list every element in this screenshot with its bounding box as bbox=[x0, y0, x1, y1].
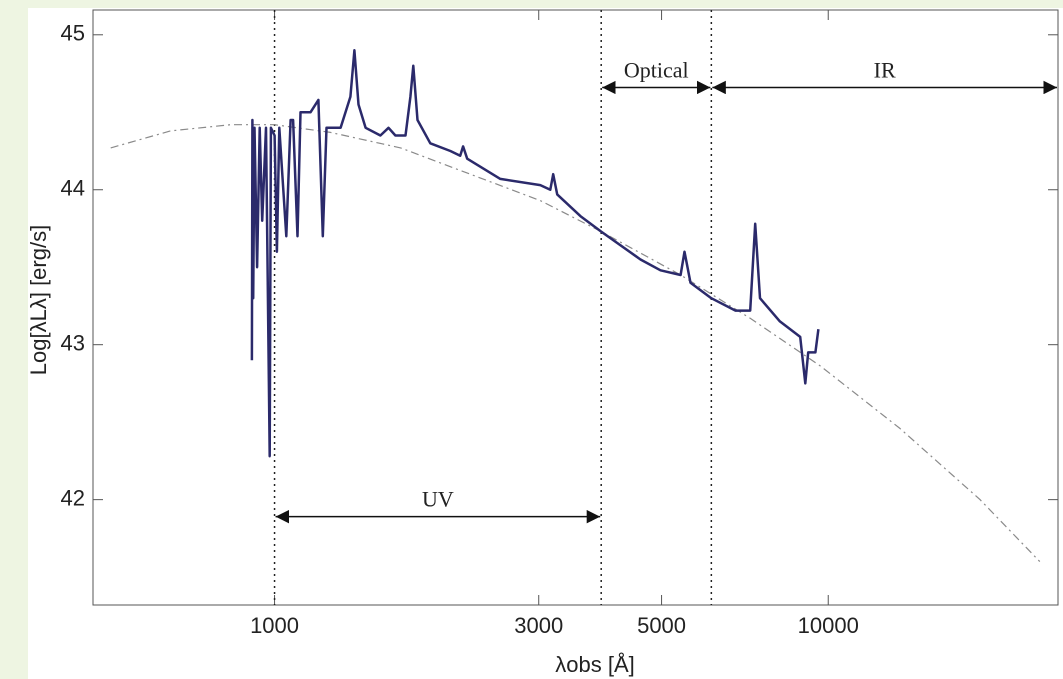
x-axis-label: λobs [Å] bbox=[555, 652, 634, 677]
range-label: IR bbox=[874, 58, 896, 83]
x-tick-label: 1000 bbox=[250, 613, 299, 638]
y-tick-label: 45 bbox=[61, 21, 85, 46]
x-tick-label: 10000 bbox=[798, 613, 859, 638]
y-axis-label: Log[λLλ] [erg/s] bbox=[26, 225, 51, 375]
background bbox=[28, 8, 1063, 679]
y-tick-label: 43 bbox=[61, 331, 85, 356]
x-tick-label: 5000 bbox=[637, 613, 686, 638]
plot-frame bbox=[92, 9, 1059, 606]
fit-curve bbox=[110, 124, 1041, 563]
spectrum bbox=[250, 49, 820, 458]
range-label: Optical bbox=[624, 58, 689, 83]
y-tick-label: 44 bbox=[61, 176, 85, 201]
range-label: UV bbox=[422, 487, 454, 512]
y-tick-label: 42 bbox=[61, 485, 85, 510]
x-tick-label: 3000 bbox=[514, 613, 563, 638]
